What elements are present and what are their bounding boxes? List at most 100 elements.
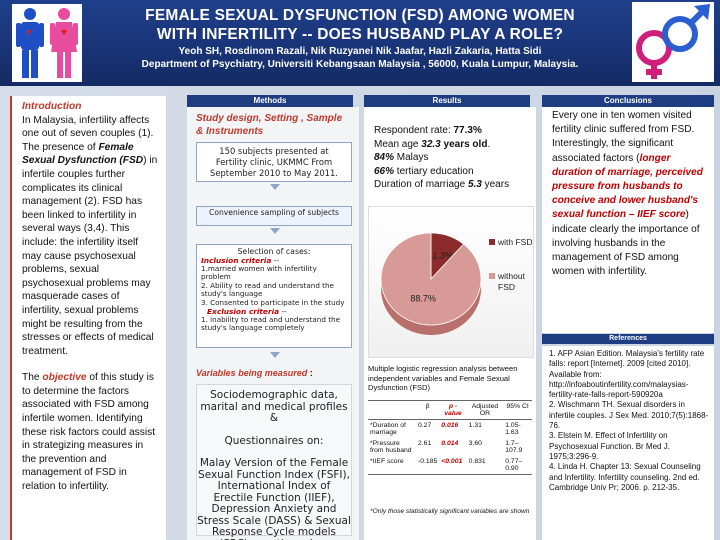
table-header-row: β p -value Adjusted OR 95% CI: [368, 400, 532, 420]
table-cell: 1.31: [468, 422, 482, 429]
poster-header: FEMALE SEXUAL DYSFUNCTION (FSD) AMONG WO…: [0, 0, 720, 86]
conclusion-text: Every one in ten women visited fertility…: [552, 110, 695, 164]
affiliation: Department of Psychiatry, Universiti Keb…: [141, 59, 579, 70]
malays-value: 84%: [374, 152, 395, 164]
references-heading: References: [542, 334, 714, 344]
inclusion-item-2: 2. Ability to read and understand the st…: [201, 281, 334, 298]
variables-questionnaires-list: Malay Version of the Female Sexual Funct…: [197, 457, 351, 540]
marriage-label: Duration of marriage: [374, 179, 468, 191]
table-cell: 0.014: [441, 440, 459, 447]
variables-measured-label: Variables being measured: [196, 368, 308, 378]
malays-share: 84% Malays: [374, 151, 509, 165]
table-cell: 1.05-1.63: [505, 422, 521, 436]
marriage-value: 5.3: [467, 179, 482, 191]
table-header: [368, 400, 416, 420]
results-summary: Respondent rate: 77.3% Mean age 32.3 yea…: [374, 124, 509, 192]
objective-term: objective: [42, 372, 87, 384]
gender-symbols-icon: [632, 2, 714, 82]
male-female-figures-icon: [12, 4, 82, 82]
table-cell: *Duration of marriage: [370, 422, 406, 436]
inclusion-suffix: --: [271, 256, 279, 265]
respondent-rate-value: 77.3%: [453, 125, 482, 136]
variables-sociodemographic: Sociodemographic data, marital and medic…: [200, 389, 348, 424]
subjects-text: 150 subjects presented at Fertility clin…: [210, 146, 338, 178]
regression-table: β p -value Adjusted OR 95% CI *Duration …: [368, 400, 532, 475]
legend-label: FSD: [498, 282, 515, 292]
title-line-1: FEMALE SEXUAL DYSFUNCTION (FSD) AMONG WO…: [145, 7, 575, 24]
tertiary-label: tertiary education: [394, 165, 474, 177]
conclusions-text: Every one in ten women visited fertility…: [542, 107, 714, 333]
authors: Yeoh SH, Rosdinom Razali, Nik Ruzyanei N…: [178, 46, 542, 57]
variables-questionnaires-label: Questionnaires on:: [224, 434, 324, 447]
legend-swatch: [489, 239, 495, 245]
table-row: *Pressure from husband 2.61 0.014 3.60 1…: [368, 438, 532, 456]
table-row: *Duration of marriage 0.27 0.016 1.31 1.…: [368, 420, 532, 439]
conclusion-separator: ,: [650, 166, 656, 178]
references-list: 1. AFP Asian Edition. Malaysia's fertili…: [542, 346, 714, 540]
table-cell: 0.831: [466, 456, 504, 475]
table-header-beta: β: [416, 400, 440, 420]
method-box-sampling: Convenience sampling of subjects: [196, 206, 352, 226]
regression-caption: Multiple logistic regression analysis be…: [368, 364, 518, 392]
introduction-column: Introduction In Malaysia, infertility af…: [10, 96, 166, 540]
exclusion-suffix: --: [279, 307, 287, 316]
marriage-duration: Duration of marriage 5.3 years: [374, 178, 509, 192]
intro-text-continued: ) in infertile couples further complicat…: [22, 155, 158, 357]
exclusion-label: Exclusion criteria: [207, 307, 280, 316]
table-cell: *IIEF score: [368, 456, 416, 475]
tertiary-value: 66%: [374, 165, 395, 177]
arrow-down-icon: [270, 228, 280, 234]
table-header-or: Adjusted OR: [466, 400, 504, 420]
conclusions-heading: Conclusions: [542, 95, 714, 107]
conclusion-text-end: ) indicate clearly the importance of inv…: [552, 209, 700, 278]
reference-item: 4. Linda H. Chapter 13: Sexual Counselin…: [549, 462, 701, 492]
variables-measured-title: Variables being measured :: [196, 368, 313, 378]
marriage-unit: years: [481, 179, 510, 191]
introduction-paragraph-2: The objective of this study is to determ…: [22, 371, 160, 493]
table-cell: 0.016: [441, 422, 459, 429]
table-cell: 2.61: [418, 440, 432, 447]
inclusion-criteria: Inclusion criteria --: [201, 256, 347, 265]
fsd-pie-chart: 11.3% 88.7% with FSD without FSD: [368, 206, 534, 358]
mean-age-unit: years old: [440, 138, 488, 150]
selection-title: Selection of cases:: [237, 247, 311, 256]
method-box-subjects: 150 subjects presented at Fertility clin…: [196, 142, 352, 182]
poster-title: FEMALE SEXUAL DYSFUNCTION (FSD) AMONG WO…: [90, 6, 630, 44]
conclusion-factor-2: perceived pressure from husbands to conc…: [552, 166, 703, 221]
exclusion-criteria: Exclusion criteria --: [201, 307, 347, 316]
table-header-ci: 95% CI: [503, 400, 532, 420]
pie-data-label: 88.7%: [410, 293, 436, 303]
intro-fsd-term: Female Sexual Dysfunction (FSD: [22, 141, 144, 167]
inclusion-item-1: 1.married women with infertility problem: [201, 264, 317, 281]
table-cell: *Pressure from husband: [370, 440, 412, 454]
table-note: *Only those statistically significant va…: [370, 508, 530, 515]
tertiary-share: 66% tertiary education: [374, 165, 509, 179]
inclusion-item-3: 3. Consented to participate in the study: [201, 298, 345, 307]
table-cell: <0.001: [439, 456, 467, 475]
respondent-rate-label: Respondent rate:: [374, 125, 454, 136]
introduction-paragraph-1: In Malaysia, infertility affects one out…: [22, 114, 160, 359]
table-row: *IIEF score -0.185 <0.001 0.831 0.77– 0.…: [368, 456, 532, 475]
method-box-selection: Selection of cases: Inclusion criteria -…: [196, 244, 352, 348]
reference-item: 1. AFP Asian Edition. Malaysia's fertili…: [549, 349, 705, 400]
table-cell: 0.77– 0.90: [503, 456, 532, 475]
mean-age: Mean age 32.3 years old.: [374, 138, 509, 152]
pie-slice-without-FSD: [380, 232, 482, 326]
malays-label: Malays: [394, 152, 429, 164]
methods-title: Study design, Setting , Sample & Instrum…: [196, 113, 343, 137]
reference-item: 2. Wischmann TH. Sexual disorders in inf…: [549, 400, 709, 431]
table-cell: -0.185: [416, 456, 440, 475]
intro-text: In Malaysia, infertility affects one out…: [22, 114, 154, 153]
results-heading: Results: [364, 95, 530, 107]
mean-age-end: .: [487, 138, 491, 150]
arrow-down-icon: [270, 352, 280, 358]
objective-prefix: The: [22, 372, 43, 384]
conclusion-factor-1: longer duration of marriage: [552, 152, 671, 178]
mean-age-label: Mean age: [374, 138, 422, 150]
objective-text: of this study is to determine the factor…: [22, 372, 156, 493]
arrow-down-icon: [270, 184, 280, 190]
variables-measured-colon: :: [307, 368, 313, 378]
methods-heading: Methods: [187, 95, 353, 107]
introduction-heading: Introduction: [22, 101, 82, 112]
